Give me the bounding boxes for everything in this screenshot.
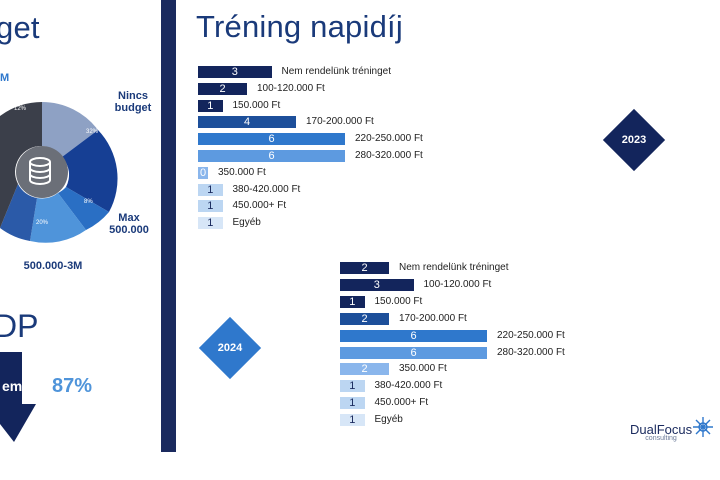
bar-2024-6: 2 (340, 363, 389, 375)
bar-label-2024-5: 280-320.000 Ft (497, 347, 565, 359)
bar-label-2024-7: 380-420.000 Ft (375, 380, 443, 392)
bar-2024-3: 2 (340, 313, 389, 325)
bar-label-2024-6: 350.000 Ft (399, 363, 447, 375)
dualfocus-logo: DualFocus consulting (630, 422, 692, 442)
bar-2024-9: 1 (340, 414, 365, 426)
bar-2024-7: 1 (340, 380, 365, 392)
bar-label-2024-4: 220-250.000 Ft (497, 330, 565, 342)
bar-2024-0: 2 (340, 262, 389, 274)
bar-2024-4: 6 (340, 330, 487, 342)
year-badge-2024: 2024 (198, 316, 262, 380)
bottom-strip (0, 452, 720, 480)
bar-label-2024-2: 150.000 Ft (375, 296, 423, 308)
bar-2024-8: 1 (340, 397, 365, 409)
bar-2024-5: 6 (340, 347, 487, 359)
bar-label-2024-9: Egyéb (375, 414, 403, 426)
year-badge-2024-label: 2024 (198, 316, 262, 380)
bar-label-2024-8: 450.000+ Ft (375, 397, 429, 409)
bar-2024-1: 3 (340, 279, 414, 291)
bar-label-2024-1: 100-120.000 Ft (424, 279, 492, 291)
year-badge-2023: 2023 (602, 108, 666, 172)
bar-2024-2: 1 (340, 296, 365, 308)
year-badge-2023-label: 2023 (602, 108, 666, 172)
bar-label-2024-0: Nem rendelünk tréninget (399, 262, 509, 274)
bar-chart-2024: 2 Nem rendelünk tréninget 3 100-120.000 Ft 1… (0, 0, 720, 452)
bar-label-2024-3: 170-200.000 Ft (399, 313, 467, 325)
snowflake-icon (692, 416, 714, 438)
